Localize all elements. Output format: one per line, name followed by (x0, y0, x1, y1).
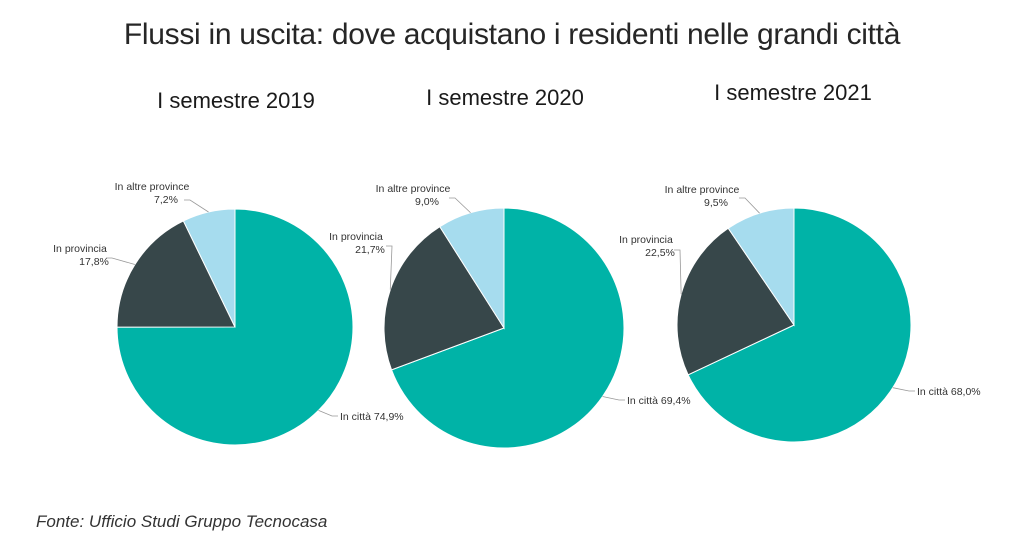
leader-line-citta-1 (602, 396, 625, 401)
data-label-name-provincia-0: In provincia (53, 243, 107, 255)
pie-slice-citta-0 (116, 208, 354, 446)
data-label-citta-1: In città 69,4% (627, 395, 691, 407)
data-label-value-provincia-2: 22,5% (645, 247, 675, 259)
leader-line-provincia-2 (674, 249, 682, 295)
data-label-name-altre-province-1: In altre province (376, 183, 451, 195)
chart-title: Flussi in uscita: dove acquistano i resi… (123, 18, 901, 51)
data-label-value-provincia-0: 17,8% (79, 256, 109, 268)
data-label-value-altre-province-1: 9,0% (415, 196, 439, 208)
leader-line-citta-2 (892, 387, 915, 392)
leader-line-provincia-0 (106, 257, 136, 265)
leader-line-citta-0 (318, 410, 338, 417)
data-label-citta-0: In città 74,9% (340, 411, 404, 423)
leader-line-altre-province-0 (184, 199, 209, 213)
pie-title-2019: I semestre 2019 (157, 88, 315, 113)
leader-line-provincia-1 (386, 245, 393, 290)
leader-line-altre-province-2 (739, 197, 760, 214)
pie-title-2021: I semestre 2021 (714, 80, 872, 105)
pie-slice-citta-2 (687, 207, 912, 443)
pie-slice-provincia-0 (116, 220, 236, 328)
data-label-value-provincia-1: 21,7% (355, 244, 385, 256)
data-label-name-altre-province-0: In altre province (115, 181, 190, 193)
pie-title-2020: I semestre 2020 (426, 85, 584, 110)
data-label-name-provincia-1: In provincia (329, 231, 383, 243)
data-label-value-altre-province-2: 9,5% (704, 197, 728, 209)
data-label-citta-2: In città 68,0% (917, 386, 981, 398)
source-note: Fonte: Ufficio Studi Gruppo Tecnocasa (36, 512, 328, 531)
pie-slice-citta-1 (390, 207, 625, 449)
data-label-name-altre-province-2: In altre province (665, 184, 740, 196)
leader-line-altre-province-1 (449, 197, 471, 214)
data-label-name-provincia-2: In provincia (619, 234, 673, 246)
pie-slice-provincia-2 (676, 227, 795, 376)
data-label-value-altre-province-0: 7,2% (154, 194, 178, 206)
